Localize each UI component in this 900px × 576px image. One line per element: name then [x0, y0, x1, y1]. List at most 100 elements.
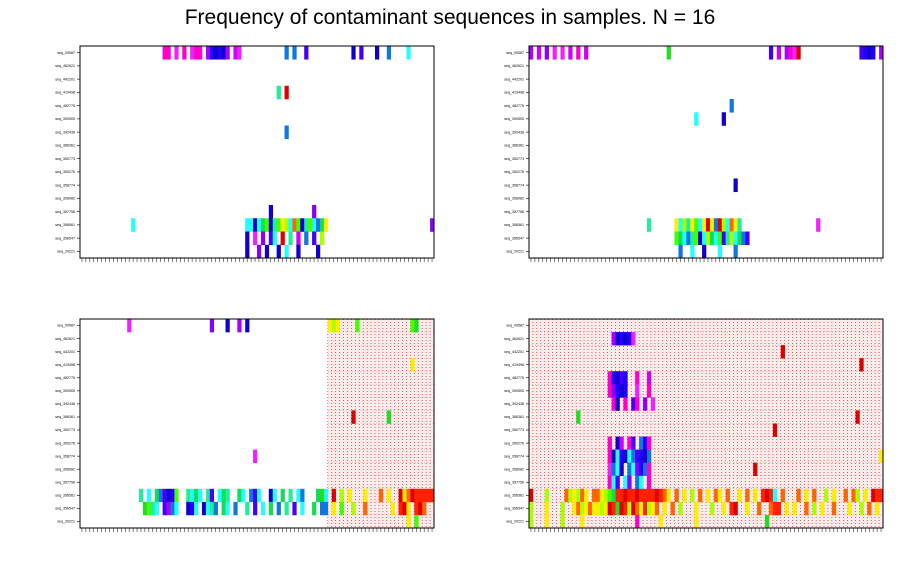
heatmap-cell — [217, 488, 222, 503]
heatmap-cell — [284, 218, 289, 232]
heatmap-cell — [194, 501, 199, 516]
heatmap-cell — [615, 449, 620, 463]
heatmap-cell — [737, 488, 742, 503]
heatmap-cell — [623, 397, 628, 411]
heatmap-cell — [209, 319, 215, 333]
heatmap-cell — [639, 436, 644, 450]
row-label: seq_20221 — [506, 250, 524, 254]
heatmap-cell — [792, 501, 797, 516]
heatmap-cell — [209, 501, 215, 516]
heatmap-cell — [264, 244, 270, 259]
heatmap-cell — [729, 501, 734, 516]
heatmap-cell — [284, 501, 289, 516]
heatmap-cell — [319, 488, 325, 503]
heatmap-cell — [654, 488, 660, 503]
heatmap-cell — [190, 501, 195, 516]
heatmap-cell — [662, 501, 667, 516]
heatmap-cell — [863, 46, 868, 60]
heatmap-cell — [237, 488, 242, 503]
heatmap-cell — [284, 125, 289, 140]
heatmap-cell — [733, 231, 738, 246]
heatmap-cell — [635, 501, 640, 516]
heatmap-cell — [627, 475, 632, 490]
plot-frame — [528, 318, 884, 529]
heatmap-cell — [288, 231, 293, 246]
heatmap-cell — [643, 488, 648, 503]
heatmap-cell — [339, 501, 344, 516]
heatmap-cell — [544, 514, 549, 529]
heatmap-cell — [635, 514, 640, 529]
heatmap-cell — [253, 218, 258, 232]
heatmap-cell — [631, 488, 636, 503]
row-label: seq_20221 — [57, 250, 75, 254]
heatmap-cell — [268, 501, 274, 516]
heatmap-cell — [398, 501, 403, 516]
heatmap-cell — [426, 488, 431, 503]
heatmap-cell — [729, 231, 734, 246]
heatmap-cell — [253, 449, 258, 463]
row-label: seq_392438 — [504, 130, 524, 134]
heatmap-cell — [272, 488, 277, 503]
heatmap-cell — [611, 488, 616, 503]
heatmap-cell — [765, 488, 770, 503]
heatmap-cell — [879, 488, 884, 503]
heatmap-cell — [249, 218, 254, 232]
heatmap-cell — [260, 231, 266, 246]
heatmap-cell — [418, 488, 423, 503]
heatmap-cell — [694, 112, 699, 126]
heatmap-cell — [879, 46, 884, 60]
heatmap-cell — [706, 488, 711, 503]
row-label: seq_462621 — [55, 337, 75, 341]
heatmap-cell — [260, 218, 266, 232]
heatmap-cell — [378, 488, 384, 503]
heatmap-cell — [331, 501, 336, 516]
heatmap-cell — [647, 488, 652, 503]
heatmap-cell — [666, 488, 671, 503]
row-label: seq_419498 — [504, 91, 524, 95]
heatmap-cell — [717, 231, 723, 246]
heatmap-cell — [316, 488, 321, 503]
heatmap-cell — [260, 501, 266, 516]
heatmap-cell — [757, 501, 762, 516]
heatmap-cell — [623, 371, 628, 385]
heatmap-cell — [647, 384, 652, 398]
heatmap-cell — [859, 358, 864, 372]
heatmap-cell — [588, 501, 593, 516]
row-label: seq_00587 — [57, 324, 75, 328]
heatmap-cell — [245, 231, 250, 246]
heatmap-cell — [127, 319, 132, 333]
heatmap-cell — [631, 397, 636, 411]
heatmap-cell — [209, 488, 215, 503]
row-label: seq_442201 — [504, 350, 524, 354]
heatmap-cell — [398, 488, 403, 503]
heatmap-cell — [584, 501, 589, 516]
heatmap-cell — [682, 488, 687, 503]
heatmap-cell — [831, 501, 837, 516]
row-label: seq_00587 — [57, 51, 75, 55]
heatmap-cell — [166, 501, 171, 516]
heatmap-cell — [568, 488, 573, 503]
heatmap-cell — [560, 514, 565, 529]
heatmap-cell — [591, 501, 597, 516]
heatmap-cell — [146, 501, 152, 516]
heatmap-cell — [690, 488, 695, 503]
heatmap-cell — [658, 514, 664, 529]
row-label: seq_350276 — [55, 441, 75, 445]
heatmap-cell — [300, 218, 305, 232]
heatmap-cell — [174, 501, 179, 516]
heatmap-cell — [768, 501, 774, 516]
plot-frame — [528, 45, 884, 259]
heatmap-cell — [615, 332, 620, 346]
heatmap-cell — [745, 501, 750, 516]
heatmap-cell — [430, 488, 435, 503]
heatmap-cell — [690, 218, 695, 232]
row-label: seq_357756 — [55, 480, 75, 484]
heatmap-cell — [323, 218, 329, 232]
heatmap-cell — [245, 244, 250, 259]
heatmap-cell — [733, 178, 738, 193]
heatmap-cell — [276, 85, 281, 100]
heatmap-cell — [166, 488, 171, 503]
heatmap-cell — [717, 244, 723, 259]
heatmap-cell — [631, 332, 636, 346]
heatmap-cell — [300, 501, 305, 516]
